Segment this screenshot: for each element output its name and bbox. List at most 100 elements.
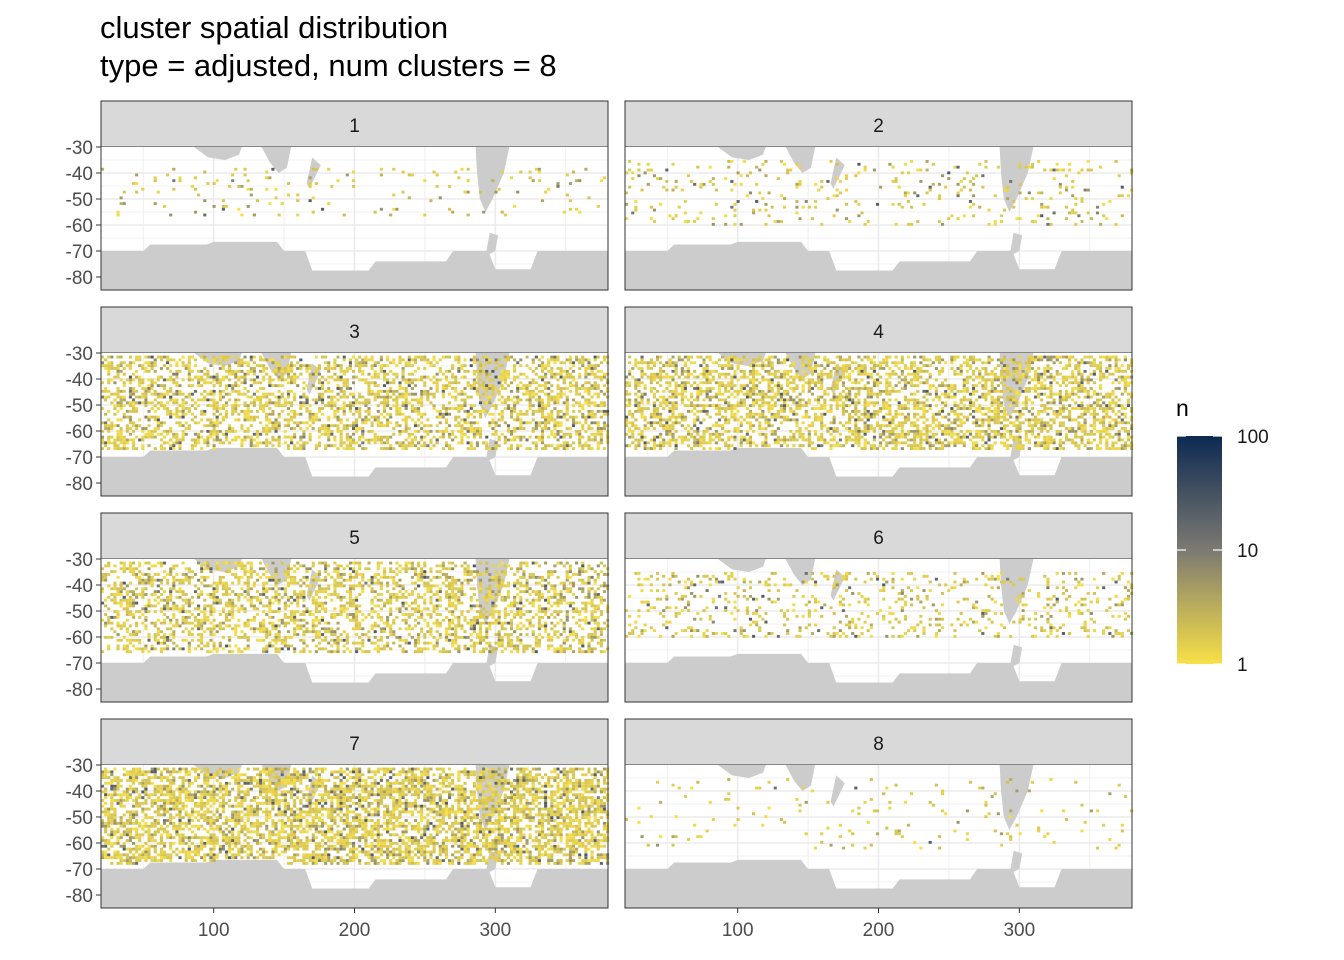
heatmap-cell — [503, 441, 507, 445]
heatmap-cell — [587, 381, 591, 385]
heatmap-cell — [147, 435, 151, 439]
heatmap-cell — [336, 409, 340, 413]
heatmap-cell — [686, 220, 691, 223]
heatmap-cell — [135, 355, 139, 359]
heatmap-cell — [941, 409, 945, 413]
heatmap-cell — [162, 384, 167, 388]
heatmap-cell — [838, 398, 842, 402]
heatmap-cell — [302, 429, 306, 433]
heatmap-cell — [733, 404, 737, 408]
heatmap-cell — [894, 372, 898, 376]
heatmap-cell — [153, 404, 157, 408]
heatmap-cell — [659, 202, 663, 206]
heatmap-cell — [289, 361, 294, 365]
heatmap-cell — [625, 375, 629, 379]
heatmap-cell — [355, 409, 359, 413]
heatmap-cell — [262, 395, 266, 399]
heatmap-cell — [265, 412, 269, 416]
heatmap-cell — [652, 361, 656, 365]
heatmap-cell — [187, 361, 191, 365]
heatmap-cell — [888, 384, 892, 388]
heatmap-cell — [894, 412, 898, 416]
heatmap-cell — [193, 187, 198, 191]
heatmap-cell — [956, 415, 960, 419]
heatmap-cell — [742, 160, 746, 163]
heatmap-cell — [779, 444, 784, 448]
heatmap-cell — [708, 415, 712, 419]
heatmap-cell — [401, 372, 405, 376]
heatmap-cell — [736, 409, 740, 413]
heatmap-cell — [293, 447, 297, 450]
heatmap-cell — [141, 378, 145, 382]
heatmap-cell — [289, 367, 294, 370]
heatmap-cell — [813, 384, 818, 388]
heatmap-cell — [758, 412, 762, 416]
heatmap-cell — [680, 384, 684, 388]
heatmap-cell — [559, 392, 563, 396]
heatmap-cell — [333, 364, 337, 368]
heatmap-cell — [931, 398, 935, 402]
heatmap-cell — [683, 427, 687, 430]
heatmap-cell — [125, 401, 129, 405]
heatmap-cell — [172, 378, 176, 382]
heatmap-cell — [249, 187, 253, 191]
heatmap-cell — [581, 427, 585, 430]
heatmap-cell — [674, 367, 678, 370]
heatmap-cell — [364, 418, 368, 422]
heatmap-cell — [562, 381, 566, 385]
heatmap-cell — [804, 364, 808, 368]
heatmap-cell — [916, 418, 920, 422]
heatmap-cell — [413, 355, 418, 359]
heatmap-cell — [863, 387, 867, 390]
heatmap-cell — [584, 369, 588, 373]
heatmap-cell — [903, 421, 907, 425]
heatmap-cell — [860, 387, 864, 390]
heatmap-cell — [807, 432, 811, 436]
heatmap-cell — [274, 187, 278, 191]
heatmap-cell — [659, 384, 663, 388]
heatmap-cell — [478, 361, 483, 365]
heatmap-cell — [714, 407, 718, 410]
heatmap-cell — [339, 389, 343, 393]
heatmap-cell — [699, 438, 703, 442]
heatmap-cell — [686, 369, 691, 373]
heatmap-cell — [835, 381, 839, 385]
heatmap-cell — [116, 389, 120, 393]
heatmap-cell — [531, 179, 535, 183]
heatmap-cell — [696, 384, 700, 388]
heatmap-cell — [1120, 185, 1124, 189]
heatmap-cell — [640, 432, 644, 436]
heatmap-cell — [423, 384, 427, 388]
heatmap-cell — [215, 179, 219, 183]
heatmap-cell — [209, 404, 213, 408]
heatmap-cell — [417, 398, 421, 402]
heatmap-cell — [104, 367, 108, 370]
heatmap-cell — [104, 395, 108, 399]
heatmap-cell — [962, 415, 966, 419]
heatmap-cell — [544, 190, 548, 194]
heatmap-cell — [246, 435, 250, 439]
heatmap-cell — [410, 438, 414, 442]
heatmap-cell — [885, 441, 889, 445]
heatmap-cell — [454, 355, 458, 359]
heatmap-cell — [686, 355, 691, 359]
heatmap-cell — [674, 407, 678, 410]
heatmap-cell — [299, 364, 303, 368]
heatmap-cell — [903, 441, 907, 445]
heatmap-cell — [277, 441, 281, 445]
heatmap-cell — [683, 220, 687, 223]
heatmap-cell — [721, 392, 725, 396]
heatmap-cell — [764, 432, 768, 436]
heatmap-cell — [640, 415, 644, 419]
heatmap-cell — [590, 438, 594, 442]
heatmap-cell — [131, 429, 136, 433]
heatmap-cell — [494, 190, 498, 194]
heatmap-cell — [231, 173, 235, 177]
heatmap-cell — [668, 395, 672, 399]
heatmap-cell — [804, 409, 808, 413]
heatmap-cell — [593, 387, 597, 390]
heatmap-cell — [122, 444, 126, 448]
heatmap-cell — [339, 418, 343, 422]
heatmap-cell — [138, 375, 142, 379]
heatmap-cell — [376, 409, 380, 413]
